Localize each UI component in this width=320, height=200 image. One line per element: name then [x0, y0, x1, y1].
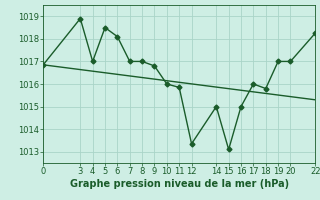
X-axis label: Graphe pression niveau de la mer (hPa): Graphe pression niveau de la mer (hPa): [70, 179, 289, 189]
